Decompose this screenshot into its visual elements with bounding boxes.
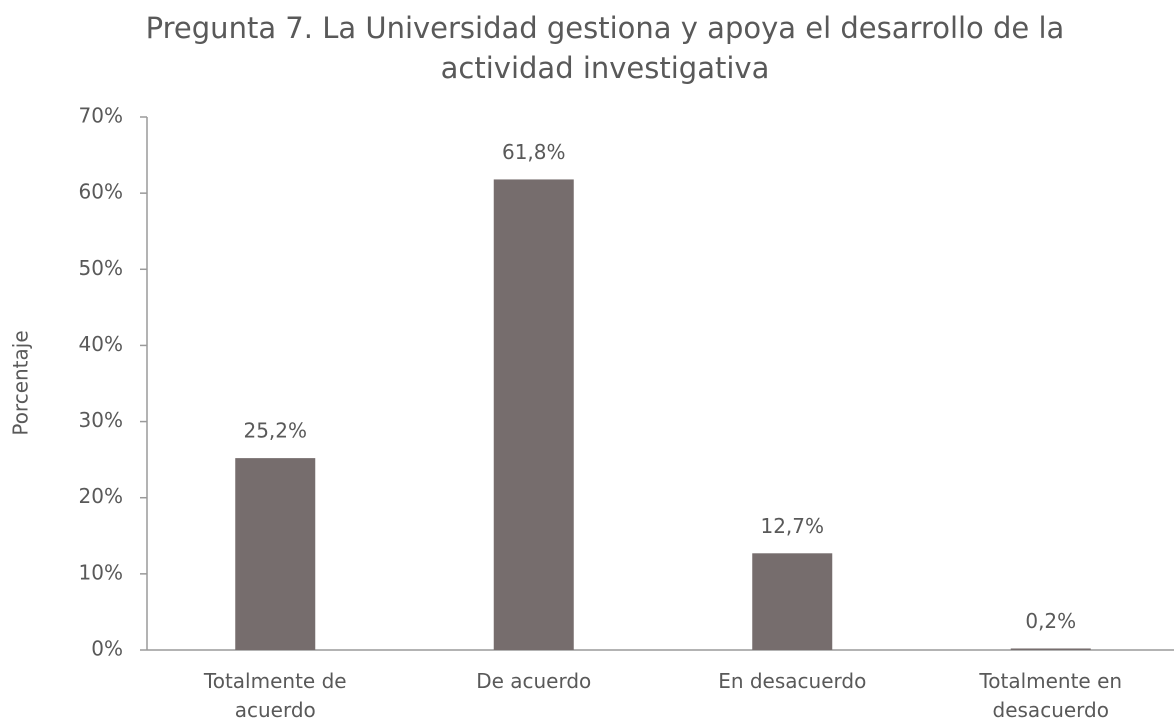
bar xyxy=(235,458,316,650)
x-tick-label: En desacuerdo xyxy=(718,669,867,693)
data-label: 0,2% xyxy=(1025,609,1076,633)
y-tick-label: 20% xyxy=(79,484,123,508)
y-tick-label: 70% xyxy=(79,104,123,128)
chart-title: Pregunta 7. La Universidad gestiona y ap… xyxy=(145,11,1065,85)
y-tick-label: 10% xyxy=(79,560,123,584)
data-label: 61,8% xyxy=(502,140,566,164)
bar xyxy=(752,553,833,650)
y-tick-label: 60% xyxy=(79,180,123,204)
y-tick-label: 30% xyxy=(79,408,123,432)
x-tick-label: Totalmente de acuerdo xyxy=(203,669,347,722)
y-tick-label: 40% xyxy=(79,332,123,356)
x-tick-label: De acuerdo xyxy=(476,669,592,693)
y-axis-label: Porcentaje xyxy=(9,330,33,435)
data-label: 12,7% xyxy=(760,514,824,538)
x-tick-label: Totalmente en desacuerdo xyxy=(979,669,1123,722)
y-tick-label: 50% xyxy=(79,256,123,280)
y-tick-label: 0% xyxy=(91,637,123,661)
data-label: 25,2% xyxy=(243,419,307,443)
bar xyxy=(493,179,574,651)
bar xyxy=(1010,648,1091,650)
